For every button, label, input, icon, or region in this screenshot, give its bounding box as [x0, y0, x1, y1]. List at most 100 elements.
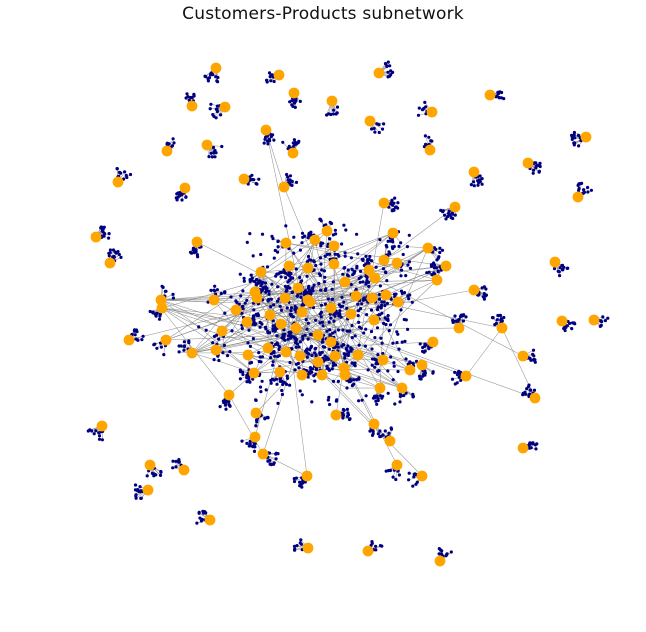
- product-node: [376, 353, 380, 357]
- product-node: [366, 280, 370, 284]
- product-node: [177, 460, 181, 464]
- product-node: [417, 374, 422, 378]
- product-node: [257, 177, 261, 181]
- shared-product-edge: [160, 299, 275, 352]
- product-node: [203, 74, 207, 78]
- product-node: [327, 347, 331, 351]
- product-node: [451, 216, 455, 221]
- product-node: [212, 358, 216, 362]
- product-node: [390, 209, 394, 213]
- product-node: [249, 273, 253, 277]
- product-node: [376, 305, 380, 309]
- product-node: [333, 330, 337, 334]
- product-node: [171, 296, 175, 300]
- product-node: [291, 276, 295, 280]
- product-node: [560, 263, 565, 267]
- product-node: [286, 178, 290, 182]
- product-node: [263, 281, 268, 285]
- product-node: [365, 276, 369, 280]
- product-node: [346, 268, 350, 272]
- product-node: [271, 324, 275, 328]
- product-node: [389, 69, 393, 73]
- product-node: [285, 172, 289, 177]
- product-node: [445, 552, 449, 556]
- product-node: [312, 259, 316, 263]
- product-node: [263, 285, 267, 289]
- product-node: [294, 142, 298, 146]
- product-node: [276, 285, 280, 289]
- product-node: [387, 329, 391, 333]
- product-node: [314, 318, 318, 322]
- product-node: [427, 270, 431, 274]
- product-node: [292, 235, 296, 239]
- product-node: [531, 171, 535, 175]
- product-node: [383, 429, 387, 433]
- customer-node: [142, 484, 154, 496]
- product-node: [432, 261, 436, 265]
- product-node: [323, 254, 327, 258]
- shared-product-edge: [165, 309, 254, 341]
- product-node: [378, 429, 382, 433]
- product-node: [306, 259, 310, 263]
- product-node: [580, 181, 584, 185]
- product-node: [248, 232, 252, 236]
- product-node: [253, 323, 257, 327]
- product-node: [392, 292, 397, 296]
- product-node: [333, 363, 338, 367]
- product-node: [341, 328, 345, 332]
- product-node: [378, 284, 382, 288]
- product-node: [241, 370, 245, 374]
- product-node: [371, 429, 375, 433]
- product-node: [531, 352, 535, 356]
- product-node: [92, 432, 96, 436]
- product-node: [570, 327, 574, 331]
- product-node: [370, 433, 375, 437]
- customer-node: [309, 234, 321, 246]
- product-node: [451, 318, 455, 322]
- product-node: [327, 368, 331, 372]
- product-node: [250, 177, 254, 182]
- product-node: [179, 344, 183, 348]
- product-node: [369, 308, 374, 312]
- product-node: [345, 386, 349, 390]
- product-node: [398, 400, 402, 404]
- product-node: [497, 96, 501, 100]
- product-node: [439, 208, 443, 212]
- product-node: [321, 324, 325, 328]
- product-node: [171, 459, 175, 463]
- product-node: [538, 161, 542, 165]
- product-node: [317, 281, 321, 286]
- product-node: [223, 311, 227, 315]
- product-node: [356, 309, 361, 313]
- customer-node: [144, 459, 156, 471]
- product-node: [252, 449, 257, 453]
- product-node: [414, 482, 418, 486]
- product-node: [301, 337, 305, 341]
- product-node: [377, 292, 382, 297]
- customer-node: [179, 182, 191, 194]
- customer-node: [392, 296, 404, 308]
- product-node: [318, 256, 323, 260]
- product-node: [107, 232, 111, 236]
- product-node: [362, 331, 366, 335]
- product-node: [273, 248, 277, 253]
- product-node: [529, 446, 533, 450]
- product-node: [598, 324, 602, 328]
- product-node: [350, 324, 354, 328]
- customer-node: [404, 364, 416, 376]
- product-node: [334, 399, 338, 403]
- product-node: [313, 347, 317, 351]
- product-node: [293, 368, 297, 372]
- product-node: [281, 382, 285, 387]
- customer-node: [283, 260, 295, 272]
- product-node: [284, 224, 288, 228]
- product-node: [298, 389, 302, 393]
- product-node: [345, 407, 349, 411]
- product-node: [180, 198, 184, 202]
- product-node: [387, 431, 391, 435]
- product-node: [296, 292, 300, 296]
- product-node: [478, 178, 482, 182]
- product-node: [319, 262, 323, 266]
- product-node: [493, 323, 497, 327]
- product-node: [368, 429, 372, 433]
